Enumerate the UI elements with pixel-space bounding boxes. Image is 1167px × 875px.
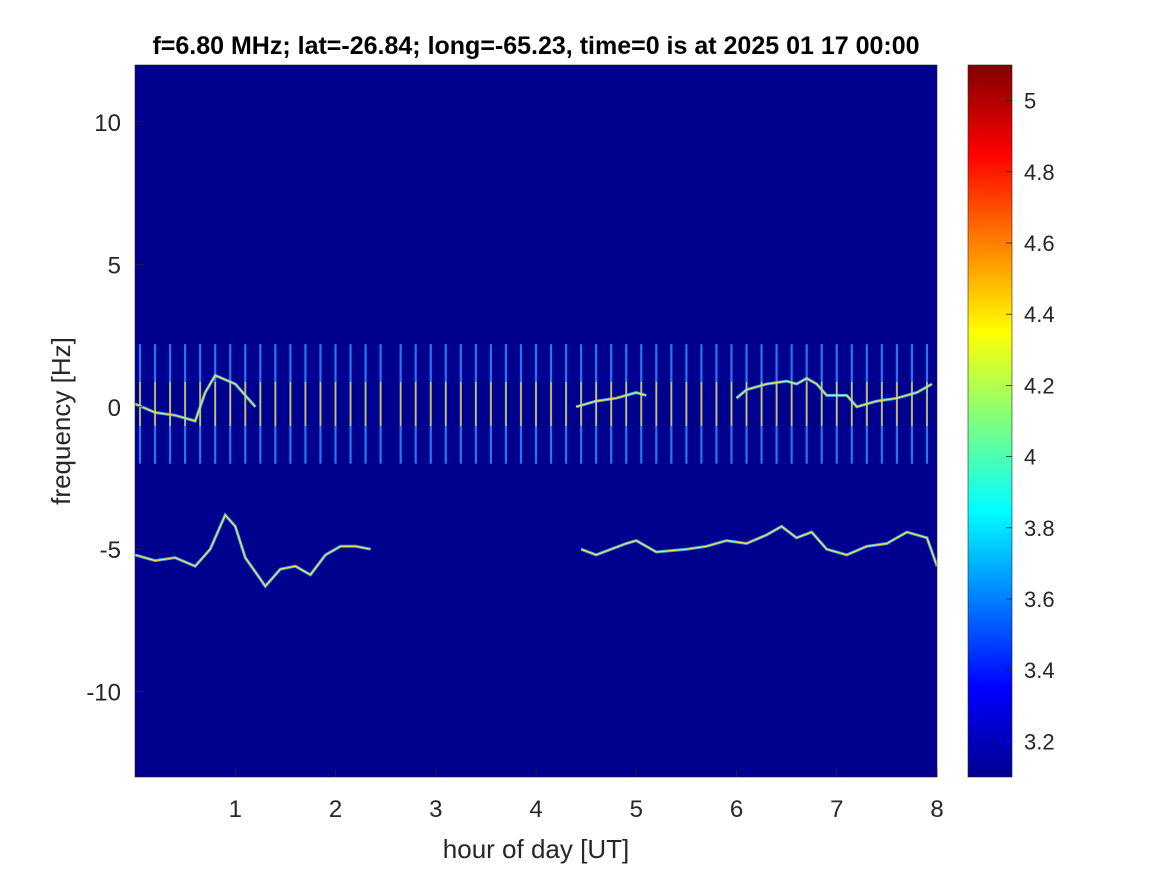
trace-core-4 (736, 377, 933, 408)
x-axis: 1 2 3 4 5 6 7 8 (229, 769, 944, 823)
trace-core-0 (135, 513, 371, 588)
x-tick-label: 7 (830, 796, 843, 823)
y-tick-label: 0 (108, 395, 121, 422)
y-axis: 10 5 0 -5 -10 (86, 110, 143, 707)
y-tick-label: 5 (108, 252, 121, 279)
y-tick-label: 10 (94, 110, 121, 137)
colorbar-tick-label: 4.8 (1024, 160, 1055, 185)
x-tick-label: 3 (429, 796, 442, 823)
colorbar-tick-label: 4.6 (1024, 231, 1055, 256)
x-tick-label: 4 (529, 796, 542, 823)
colorbar-tick-label: 3.8 (1024, 516, 1055, 541)
heatmap-layer (135, 344, 937, 589)
colorbar-tick-label: 3.6 (1024, 587, 1055, 612)
colorbar-tick-label: 4.4 (1024, 302, 1055, 327)
colorbar-tick-label: 4.2 (1024, 373, 1055, 398)
trace-core-2 (135, 374, 256, 422)
y-axis-label: frequency [Hz] (46, 337, 76, 505)
trace-core-1 (580, 525, 937, 567)
colorbar-tick-label: 4 (1024, 445, 1036, 470)
y-tick-label: -10 (86, 680, 121, 707)
colorbar-tick-label: 5 (1024, 89, 1036, 114)
x-tick-label: 1 (229, 796, 242, 823)
trace-core-3 (575, 391, 647, 408)
y-tick-label: -5 (100, 537, 121, 564)
colorbar (967, 64, 1013, 778)
colorbar-tick-label: 3.2 (1024, 729, 1055, 754)
colorbar-ticks: 5 4.8 4.6 4.4 4.2 4 3.8 3.6 3.4 3.2 (1006, 89, 1055, 754)
chart-title: f=6.80 MHz; lat=-26.84; long=-65.23, tim… (152, 32, 919, 60)
x-tick-label: 2 (329, 796, 342, 823)
colorbar-tick-label: 3.4 (1024, 658, 1055, 683)
x-tick-label: 6 (730, 796, 743, 823)
x-tick-label: 8 (930, 796, 943, 823)
x-tick-label: 5 (630, 796, 643, 823)
x-axis-label: hour of day [UT] (443, 834, 629, 864)
